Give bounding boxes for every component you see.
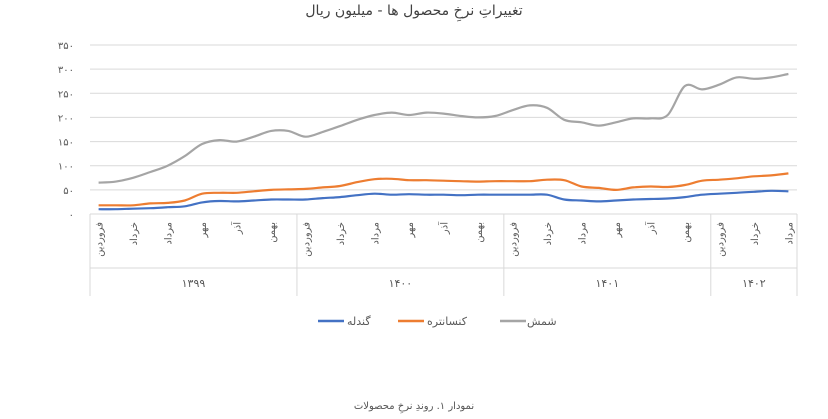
series-line: [98, 172, 789, 207]
x-axis: فروردین خرداد مرداد مهر آذر بهمن فروردین خرداد م…: [89, 214, 798, 296]
y-tick-label: ۳۰۰: [58, 65, 74, 76]
x-year-label: ۱۴۰۱: [595, 277, 619, 290]
x-month-label: مرداد: [784, 222, 795, 245]
x-month-label: مهر: [612, 222, 623, 238]
x-month-label: خرداد: [750, 222, 761, 245]
legend-label: کنسانتره: [427, 315, 468, 328]
x-year-label: ۱۴۰۰: [389, 277, 413, 290]
legend-label: شمش: [527, 315, 557, 328]
x-month-label: آذر: [231, 221, 244, 235]
x-month-label: فروردین: [715, 222, 726, 257]
y-tick-label: ۳۵۰: [58, 41, 74, 52]
series-line: [98, 72, 789, 184]
y-tick-label: ۲۰۰: [58, 113, 74, 124]
y-tick-label: ۰: [69, 210, 74, 221]
x-month-label: بهمن: [474, 222, 485, 243]
x-year-label: ۱۴۰۲: [742, 277, 766, 290]
legend: گندله کنسانتره شمش: [318, 315, 557, 328]
x-month-label: فروردین: [95, 222, 106, 257]
x-month-label: بهمن: [267, 222, 278, 243]
figure-caption: نمودار ۱. روندِ نرخِ محصولات: [353, 401, 475, 412]
x-month-label: آذر: [438, 221, 451, 235]
x-month-label: مهر: [198, 222, 209, 238]
series-line: [98, 189, 789, 211]
series-lines: [98, 72, 789, 211]
x-year-label: ۱۳۹۹: [182, 277, 206, 290]
x-month-label: بهمن: [681, 222, 692, 243]
chart-title: تغییراتِ نرخِ محصول ها - میلیون ریال: [305, 3, 523, 19]
gridlines: [90, 44, 797, 215]
y-axis-ticks: ۰ ۵۰ ۱۰۰ ۱۵۰ ۲۰۰ ۲۵۰ ۳۰۰ ۳۵۰: [58, 41, 74, 221]
y-tick-label: ۵۰: [63, 186, 74, 197]
y-tick-label: ۲۵۰: [58, 89, 74, 100]
x-month-label: فروردین: [508, 222, 519, 257]
x-month-label: مرداد: [577, 222, 588, 245]
x-month-label: خرداد: [336, 222, 347, 245]
x-month-label: مرداد: [371, 222, 382, 245]
x-month-label: خرداد: [129, 222, 140, 245]
x-month-label: فروردین: [302, 222, 313, 257]
x-month-label: مهر: [405, 222, 416, 238]
x-month-label: مرداد: [164, 222, 175, 245]
legend-label: گندله: [347, 315, 371, 328]
y-tick-label: ۱۵۰: [58, 138, 74, 149]
x-month-label: آذر: [644, 221, 657, 235]
y-tick-label: ۱۰۰: [58, 162, 74, 173]
x-month-label: خرداد: [543, 222, 554, 245]
